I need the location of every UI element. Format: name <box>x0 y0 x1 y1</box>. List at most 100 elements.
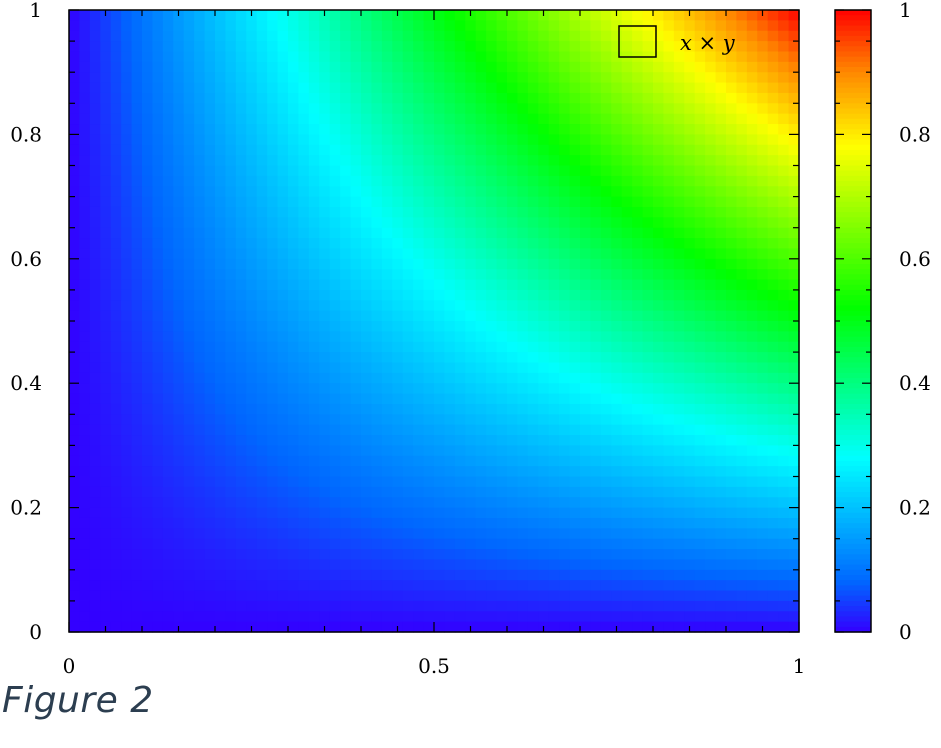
heatmap-cell <box>183 165 195 177</box>
heatmap-cell <box>538 352 550 364</box>
heatmap-cell <box>413 611 425 623</box>
heatmap-cell <box>746 20 758 32</box>
heatmap-cell <box>413 497 425 509</box>
heatmap-cell <box>757 569 769 581</box>
heatmap-cell <box>527 414 539 426</box>
heatmap-cell <box>183 321 195 332</box>
heatmap-cell <box>621 600 633 612</box>
heatmap-cell <box>580 61 592 73</box>
heatmap-cell <box>653 341 665 353</box>
heatmap-cell <box>767 310 779 322</box>
heatmap-cell <box>361 331 373 343</box>
heatmap-cell <box>527 206 539 218</box>
heatmap-cell <box>517 549 529 561</box>
heatmap-cell <box>778 455 790 467</box>
heatmap-cell <box>308 61 320 73</box>
heatmap-cell <box>454 414 466 426</box>
heatmap-cell <box>350 352 362 364</box>
heatmap-cell <box>215 103 227 115</box>
heatmap-cell <box>684 300 696 312</box>
heatmap-cell <box>79 528 91 540</box>
heatmap-cell <box>507 124 519 135</box>
heatmap-cell <box>486 341 498 353</box>
heatmap-cell <box>538 559 550 571</box>
heatmap-cell <box>621 549 633 561</box>
heatmap-cell <box>329 569 341 581</box>
heatmap-cell <box>277 144 289 156</box>
heatmap-cell <box>653 196 665 208</box>
heatmap-cell <box>767 217 779 229</box>
heatmap-cell <box>757 206 769 218</box>
heatmap-cell <box>673 507 685 519</box>
heatmap-cell <box>277 590 289 602</box>
heatmap-cell <box>632 206 644 218</box>
heatmap-cell <box>788 497 800 509</box>
heatmap-cell <box>600 186 612 198</box>
heatmap-cell <box>507 238 519 250</box>
heatmap-cell <box>736 155 748 167</box>
heatmap-cell <box>361 507 373 519</box>
heatmap-cell <box>173 600 185 612</box>
heatmap-cell <box>371 372 383 384</box>
heatmap-cell <box>131 175 143 187</box>
heatmap-cell <box>89 124 101 135</box>
heatmap-cell <box>778 144 790 156</box>
heatmap-cell <box>705 341 717 353</box>
heatmap-cell <box>413 20 425 32</box>
heatmap-cell <box>684 155 696 167</box>
heatmap-cell <box>611 424 623 436</box>
heatmap-cell <box>507 113 519 125</box>
heatmap-cell <box>225 144 237 156</box>
heatmap-cell <box>548 466 560 478</box>
heatmap-cell <box>183 559 195 571</box>
heatmap-cell <box>538 196 550 208</box>
heatmap-cell <box>507 321 519 332</box>
heatmap-cell <box>329 528 341 540</box>
heatmap-cell <box>350 103 362 115</box>
heatmap-cell <box>454 559 466 571</box>
heatmap-cell <box>600 517 612 529</box>
heatmap-cell <box>788 238 800 250</box>
heatmap-cell <box>746 497 758 509</box>
heatmap-cell <box>663 528 675 540</box>
heatmap-cell <box>684 538 696 550</box>
heatmap-cell <box>183 113 195 125</box>
heatmap-cell <box>256 362 268 374</box>
heatmap-cell <box>454 403 466 415</box>
heatmap-cell <box>559 165 571 177</box>
colorbar-cell <box>835 435 871 441</box>
heatmap-cell <box>788 258 800 270</box>
heatmap-cell <box>256 580 268 592</box>
heatmap-cell <box>235 414 247 426</box>
heatmap-cell <box>246 51 258 63</box>
heatmap-cell <box>288 549 300 561</box>
heatmap-cell <box>361 321 373 332</box>
heatmap-cell <box>267 590 279 602</box>
heatmap-cell <box>308 124 320 135</box>
heatmap-cell <box>152 61 164 73</box>
heatmap-cell <box>507 20 519 32</box>
colorbar-cell <box>835 300 871 307</box>
heatmap-cell <box>611 414 623 426</box>
heatmap-cell <box>538 486 550 498</box>
heatmap-cell <box>69 517 81 529</box>
heatmap-cell <box>538 497 550 509</box>
heatmap-cell <box>361 238 373 250</box>
heatmap-cell <box>726 72 738 84</box>
heatmap-cell <box>569 362 581 374</box>
heatmap-cell <box>267 186 279 198</box>
heatmap-cell <box>434 175 446 187</box>
heatmap-cell <box>621 341 633 353</box>
heatmap-cell <box>715 424 727 436</box>
heatmap-cell <box>788 549 800 561</box>
heatmap-cell <box>757 414 769 426</box>
heatmap-cell <box>590 175 602 187</box>
heatmap-cell <box>788 321 800 332</box>
heatmap-cell <box>434 258 446 270</box>
heatmap-cell <box>340 455 352 467</box>
heatmap-cell <box>308 238 320 250</box>
heatmap-cell <box>569 82 581 94</box>
heatmap-cell <box>131 61 143 73</box>
heatmap-cell <box>507 51 519 63</box>
heatmap-cell <box>621 124 633 135</box>
